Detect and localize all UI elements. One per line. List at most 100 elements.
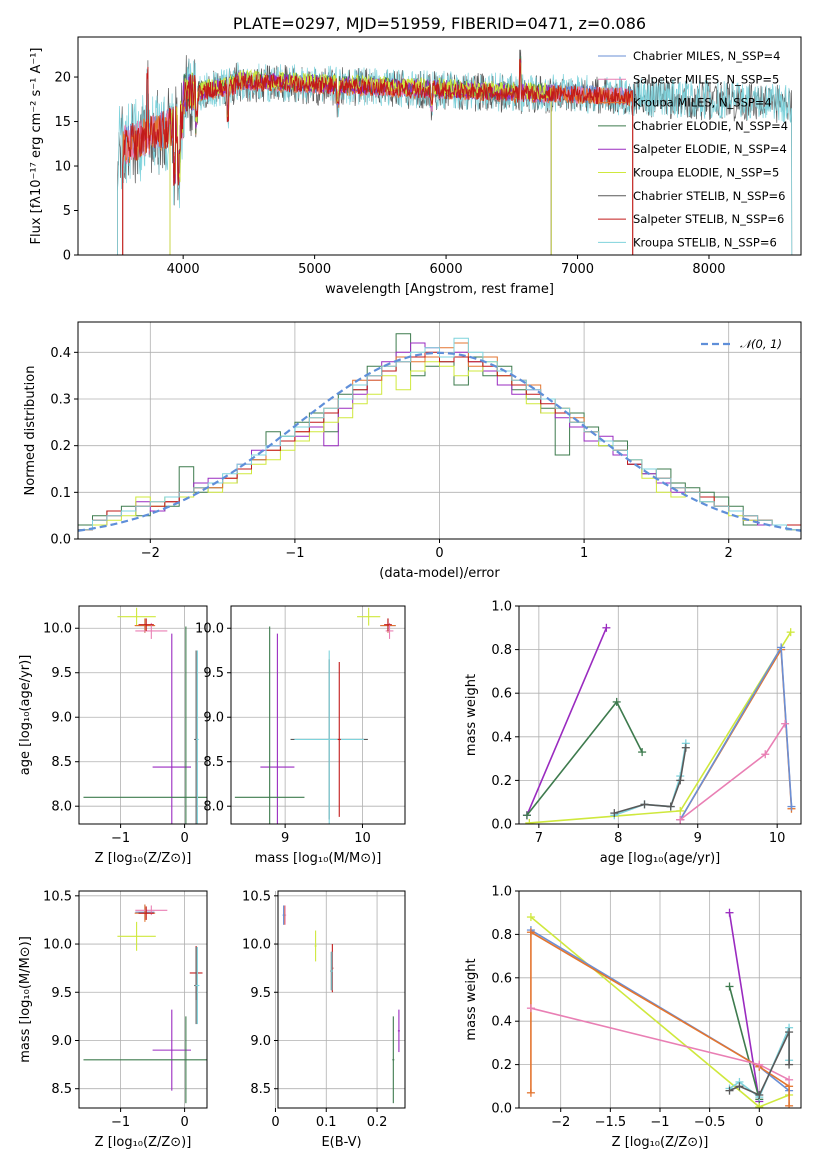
x-tick-label: 0: [180, 1115, 188, 1130]
y-axis-label: mass weight: [464, 958, 479, 1040]
x-tick-label: 5000: [298, 262, 331, 277]
errorbar-point-salpeter_elodie: [260, 633, 295, 824]
weight-marker: [522, 811, 531, 820]
y-tick-label: 10.0: [242, 938, 271, 953]
panel-weight_vs_age: [515, 605, 802, 828]
errorbar-point-kroupa_stelib: [330, 951, 333, 991]
y-tick-label: 0.2: [50, 439, 71, 454]
legend-entry: Salpeter ELODIE, N_SSP=4: [633, 142, 787, 156]
x-tick-label: 10: [769, 831, 786, 846]
axes-frame: [230, 605, 406, 825]
y-tick-label: 9.0: [51, 711, 72, 726]
plot-area-age_vs_mass: [234, 607, 396, 824]
weight-line-salpeter_miles: [679, 723, 786, 821]
normal-curve: [78, 351, 801, 532]
x-tick-label: −2: [141, 546, 160, 561]
x-tick-label: −1: [285, 546, 304, 561]
x-tick-label: −1: [111, 831, 130, 846]
weight-marker: [785, 1028, 794, 1037]
plot-area-spectrum: [117, 49, 793, 255]
y-tick-label: 10: [54, 160, 71, 175]
errorbar-point-chabrier_elodie: [392, 1016, 395, 1104]
weight-marker: [755, 1102, 764, 1108]
y-axis-label: mass weight: [464, 674, 479, 756]
plot-area-weight_vs_age: [522, 623, 796, 824]
axes-frame: [77, 321, 802, 540]
y-tick-label: 1.0: [491, 885, 512, 900]
y-tick-label: 8.0: [203, 800, 224, 815]
errorbar-point-salpeter_elodie: [152, 633, 191, 824]
x-tick-label: 4000: [167, 262, 200, 277]
panel-residuals: [74, 321, 802, 543]
errorbar-point-kroupa_stelib: [195, 946, 200, 1025]
legend-entry: Chabrier STELIB, N_SSP=6: [633, 189, 785, 203]
weight-line-kroupa_elodie: [529, 631, 792, 824]
errorbar-point-chabrier_elodie: [234, 626, 305, 824]
errorbar-point-salpeter_stelib: [337, 662, 341, 817]
y-tick-label: 8.5: [250, 1082, 271, 1097]
errorbar-point-chabrier_elodie: [83, 626, 207, 824]
y-tick-label: 8.5: [51, 1082, 72, 1097]
legend-entry: 𝒩(0, 1): [740, 337, 782, 351]
y-tick-label: 0.8: [491, 928, 512, 943]
weight-marker: [681, 743, 690, 752]
x-tick-label: 1: [580, 546, 588, 561]
y-axis-label: Flux [fλ10⁻¹⁷ erg cm⁻² s⁻¹ A⁻¹]: [29, 48, 44, 245]
y-tick-label: 0: [63, 249, 71, 264]
weight-marker: [526, 1004, 535, 1013]
errorbar-point-kroupa_elodie: [357, 607, 381, 626]
y-tick-label: 0.0: [50, 533, 71, 548]
weight-marker: [526, 1088, 535, 1097]
x-axis-label: wavelength [Angstrom, rest frame]: [325, 282, 554, 297]
y-tick-label: 0.8: [491, 643, 512, 658]
x-axis-label: (data-model)/error: [379, 566, 500, 581]
y-tick-label: 10.5: [242, 889, 271, 904]
legend-entry: Chabrier ELODIE, N_SSP=4: [633, 119, 788, 133]
panel-mass_vs_Z: [75, 890, 208, 1112]
weight-marker: [785, 1101, 794, 1108]
y-tick-label: 0.2: [491, 774, 512, 789]
x-tick-label: 0: [755, 1115, 763, 1130]
weight-line-salpeter_elodie: [526, 627, 608, 816]
panel-mass_vs_EBV: [274, 890, 406, 1112]
plot-area-weight_vs_Z: [526, 908, 794, 1108]
weight-marker: [725, 908, 734, 917]
panel-weight_vs_Z: [515, 890, 802, 1112]
weight-marker: [786, 628, 795, 637]
y-tick-label: 0.3: [50, 393, 71, 408]
y-tick-label: 9.5: [250, 986, 271, 1001]
weight-marker: [526, 913, 535, 922]
histogram-kroupa_stelib: [78, 337, 801, 539]
axes-frame: [518, 890, 802, 1109]
x-tick-label: 6000: [430, 262, 463, 277]
y-tick-label: 20: [54, 71, 71, 86]
weight-marker: [781, 719, 790, 728]
y-tick-label: 0.4: [491, 1015, 512, 1030]
weight-marker: [676, 815, 685, 824]
axes-frame: [78, 890, 208, 1109]
errorbar-point-kroupa_elodie: [117, 921, 156, 951]
x-tick-label: 9: [694, 831, 702, 846]
weight-line-salpeter_elodie: [728, 912, 761, 1102]
y-tick-label: 15: [54, 115, 71, 130]
errorbar-point-salpeter_stelib: [138, 618, 154, 631]
x-tick-label: 7000: [561, 262, 594, 277]
chart-title: PLATE=0297, MJD=51959, FIBERID=0471, z=0…: [233, 14, 646, 33]
errorbar-point-kroupa_elodie: [314, 930, 317, 962]
x-tick-label: −2: [551, 1115, 570, 1130]
weight-marker: [640, 800, 649, 809]
legend-entry: Salpeter STELIB, N_SSP=6: [633, 212, 784, 226]
legend-entry: Kroupa MILES, N_SSP=4: [633, 96, 772, 110]
x-tick-label: 10: [354, 831, 371, 846]
y-tick-label: 0.6: [491, 971, 512, 986]
x-tick-label: 9: [281, 831, 289, 846]
axes-frame: [277, 890, 406, 1109]
y-tick-label: 0.0: [491, 1102, 512, 1117]
y-tick-label: 9.5: [203, 666, 224, 681]
series-line-kroupa_stelib: [117, 59, 793, 255]
y-tick-label: 0.6: [491, 687, 512, 702]
errorbar-point-kroupa_stelib: [294, 650, 365, 824]
y-tick-label: 10.0: [195, 622, 224, 637]
